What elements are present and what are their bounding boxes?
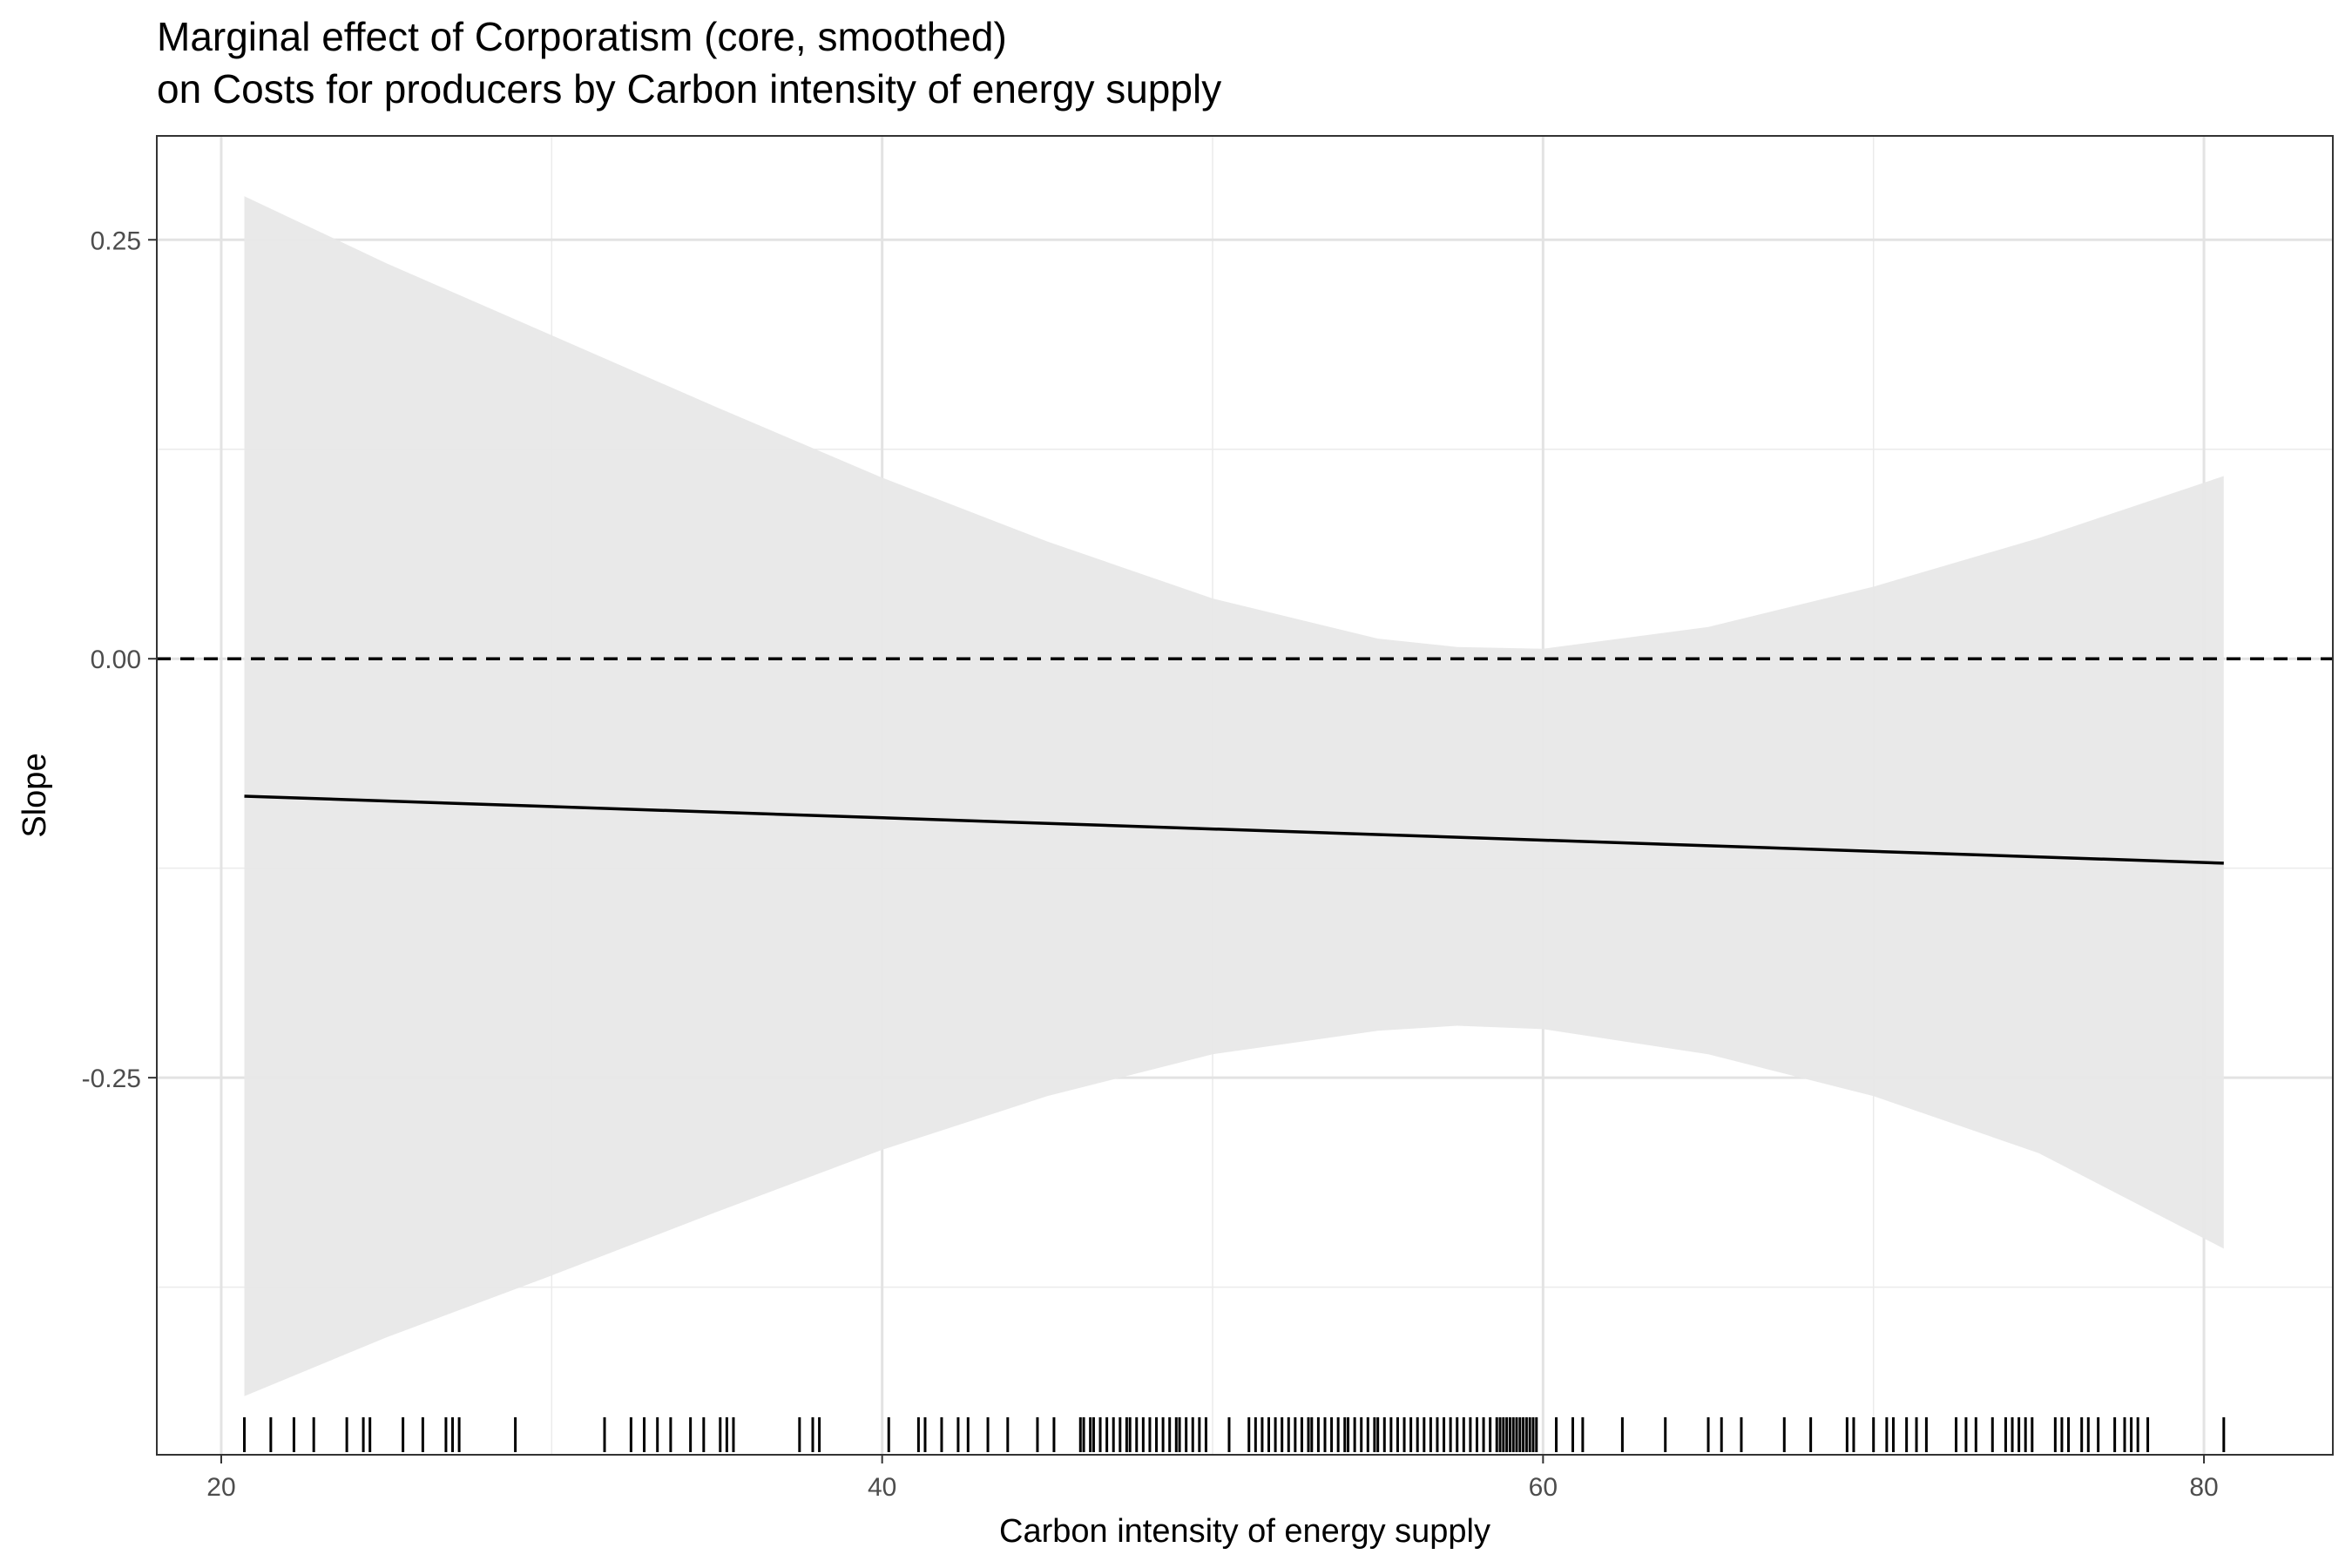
chart-title-line-2: on Costs for producers by Carbon intensi… xyxy=(157,66,1221,112)
x-tick-label: 20 xyxy=(206,1473,235,1502)
x-axis: 20 40 60 80 xyxy=(206,1455,2219,1502)
rug-layer xyxy=(243,1417,2226,1452)
confidence-band-layer xyxy=(244,196,2224,1396)
y-axis: -0.25 0.00 0.25 xyxy=(82,226,157,1093)
x-tick-label: 60 xyxy=(1529,1473,1558,1502)
y-tick-label: 0.00 xyxy=(91,645,141,674)
x-axis-title: Carbon intensity of energy supply xyxy=(999,1513,1490,1550)
panel-border xyxy=(156,135,2334,1456)
y-axis-title: Slope xyxy=(17,753,53,837)
chart-title-line-1: Marginal effect of Corporatism (core, sm… xyxy=(157,14,1007,59)
estimate-line-layer xyxy=(244,794,2224,865)
x-tick-label: 80 xyxy=(2189,1473,2218,1502)
y-tick-label: 0.25 xyxy=(91,226,141,255)
estimate-line xyxy=(244,794,2224,865)
confidence-band xyxy=(244,196,2224,1396)
x-tick-label: 40 xyxy=(868,1473,896,1502)
y-tick-label: -0.25 xyxy=(82,1064,141,1093)
